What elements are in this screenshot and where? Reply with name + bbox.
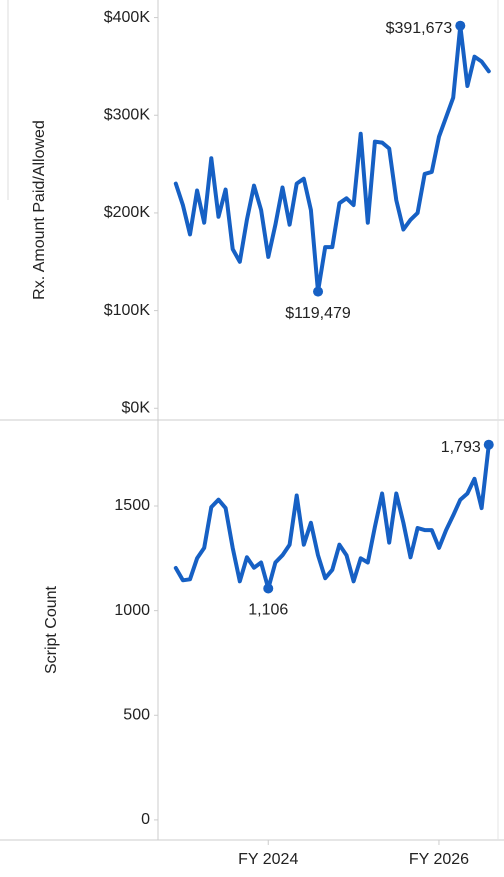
x-tick-label: FY 2024: [238, 851, 298, 868]
point: [263, 583, 274, 594]
data-label: $119,479: [285, 305, 351, 322]
series-line: [173, 442, 491, 591]
y-tick-label: $100K: [104, 302, 151, 319]
data-label: 1,106: [248, 602, 288, 619]
point: [313, 286, 324, 297]
y-tick-label: $0K: [122, 399, 151, 416]
series-line: [173, 23, 491, 294]
y-axis-label: Rx. Amount Paid/Allowed: [31, 120, 48, 300]
y-tick-label: 0: [141, 811, 150, 828]
y-tick-label: $400K: [104, 9, 151, 26]
x-tick-label: FY 2026: [409, 851, 469, 868]
y-tick-label: 500: [123, 706, 150, 723]
point: [483, 439, 494, 450]
data-label: 1,793: [441, 439, 481, 456]
y-tick-label: 1500: [114, 497, 150, 514]
point: [455, 20, 466, 31]
data-label: $391,673: [386, 20, 453, 37]
y-axis-label: Script Count: [43, 585, 60, 674]
y-tick-label: $300K: [104, 106, 151, 123]
y-tick-label: 1000: [114, 602, 150, 619]
y-tick-label: $200K: [104, 204, 151, 221]
